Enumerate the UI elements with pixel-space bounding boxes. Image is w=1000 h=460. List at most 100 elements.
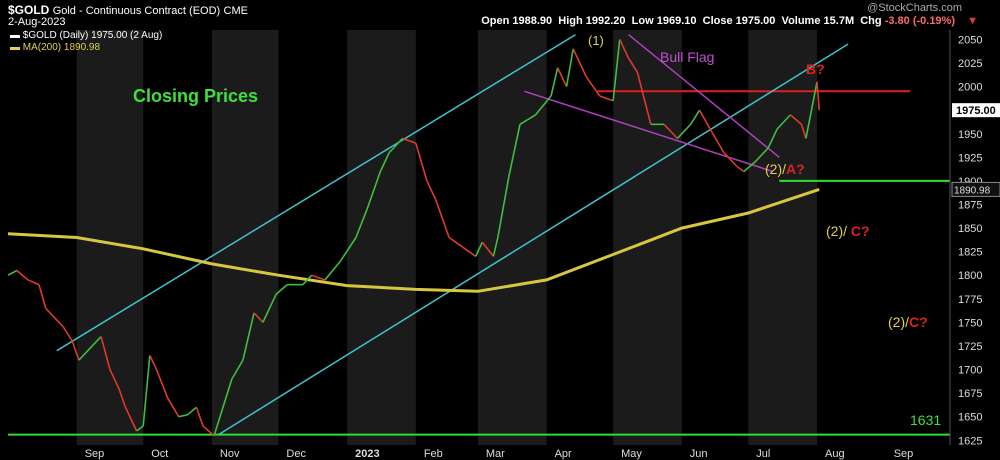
y-tick-label: 1925 [958, 152, 982, 164]
y-tick-label: 1800 [958, 270, 982, 282]
bull-flag-lines [524, 34, 780, 173]
price-segment [698, 109, 714, 135]
y-tick-label: 2000 [958, 82, 982, 94]
price-segment [805, 81, 818, 139]
price-segment [213, 421, 220, 436]
month-band [76, 30, 144, 445]
close-icon[interactable]: ▼ [967, 15, 978, 27]
price-segment [474, 241, 484, 257]
annotation-label: Closing Prices [133, 86, 258, 106]
month-band [613, 30, 682, 445]
price-segment [800, 124, 807, 139]
x-tick-label: Apr [555, 448, 572, 460]
price-segment [426, 180, 437, 201]
price-segment [118, 388, 127, 408]
price-segment [379, 152, 390, 172]
price-segment [62, 326, 73, 342]
price-segment [534, 95, 552, 116]
price-segment [100, 336, 111, 370]
price-segment [388, 137, 404, 154]
price-segment [187, 406, 197, 416]
channel-lines [56, 34, 849, 436]
month-bands [76, 30, 818, 445]
flag-line [524, 90, 773, 173]
legend-ma-label: MA(200) 1890.98 [22, 42, 101, 53]
ma-200-line [7, 187, 820, 293]
price-segment [767, 128, 778, 149]
watermark: @StockCharts.com [867, 2, 962, 14]
price-segment [324, 260, 342, 281]
price-segment [816, 81, 821, 111]
x-tick-label: Feb [424, 448, 443, 460]
price-segment [448, 236, 463, 248]
x-tick-label: Jun [690, 448, 708, 460]
price-segment [91, 335, 102, 347]
price-segment [155, 369, 169, 399]
price-segment [556, 67, 568, 87]
y-tick-label: 1700 [958, 365, 982, 377]
price-segment [663, 123, 678, 140]
chart-date: 2-Aug-2023 [8, 16, 66, 28]
price-segment [550, 67, 559, 97]
ma-price-box [951, 181, 1000, 197]
channel-line [218, 43, 849, 436]
x-tick-label: Aug [825, 448, 845, 460]
price-segment [636, 72, 652, 125]
x-tick-label: Jul [756, 448, 770, 460]
symbol: $GOLD [8, 3, 50, 17]
price-segment [311, 274, 326, 281]
level-lines [8, 90, 950, 436]
y-tick-label: 1675 [958, 388, 982, 400]
price-segment [166, 397, 180, 418]
price-segment [242, 312, 255, 361]
x-tick-label: Sep [85, 448, 105, 460]
annotation-label: (1) [588, 33, 604, 48]
price-segment [402, 137, 417, 144]
legend-price: ▬ $GOLD (Daily) 1975.00 (2 Aug) [10, 30, 163, 41]
price-segment [776, 114, 791, 130]
price-segment [27, 279, 40, 286]
price-segment [78, 345, 93, 361]
y-tick-label: 2025 [958, 58, 982, 70]
x-tick-label: May [621, 448, 642, 460]
price-segment [612, 39, 621, 101]
price-segment [16, 269, 29, 281]
annotation-label: (2)/ C? [826, 223, 870, 239]
price-segment [217, 378, 233, 422]
price-segment [627, 57, 639, 73]
flag-line [628, 34, 780, 158]
y-tick-label: 1825 [958, 247, 982, 259]
price-segment [231, 359, 244, 380]
x-tick-label: Dec [286, 448, 306, 460]
y-tick-label: 1725 [958, 341, 982, 353]
price-segment [599, 95, 614, 102]
price-segment [45, 307, 56, 319]
price-segment [743, 161, 756, 173]
price-segment [689, 109, 701, 125]
price-segment [572, 48, 588, 78]
y-tick-label: 1850 [958, 223, 982, 235]
channel-line [56, 34, 576, 352]
price-segment [136, 425, 144, 432]
price-segment [355, 208, 368, 238]
month-band [211, 30, 279, 445]
price-segment [497, 176, 510, 238]
x-tick-label: Sep [894, 448, 914, 460]
price-segment [195, 407, 204, 427]
annotation-label: 1631 [910, 412, 941, 428]
exchange: CME [223, 5, 248, 17]
price-segment [339, 237, 357, 262]
price-segment [481, 241, 495, 257]
axis-ticks: 1625 1650 1675 1700 1725 1750 1775 1800 1825 1850… [85, 30, 1000, 460]
price-line [7, 39, 821, 437]
price-segment [53, 317, 64, 328]
y-tick-label: 1775 [958, 294, 982, 306]
price-segment [508, 124, 521, 177]
legend-ma: ▬ MA(200) 1890.98 [10, 42, 101, 53]
price-segment [262, 293, 277, 323]
y-tick-label: 2050 [958, 34, 982, 46]
last-price-box [952, 103, 1000, 118]
price-segment [712, 133, 725, 154]
price-segment [435, 199, 450, 238]
x-tick-label: 2023 [355, 448, 379, 460]
